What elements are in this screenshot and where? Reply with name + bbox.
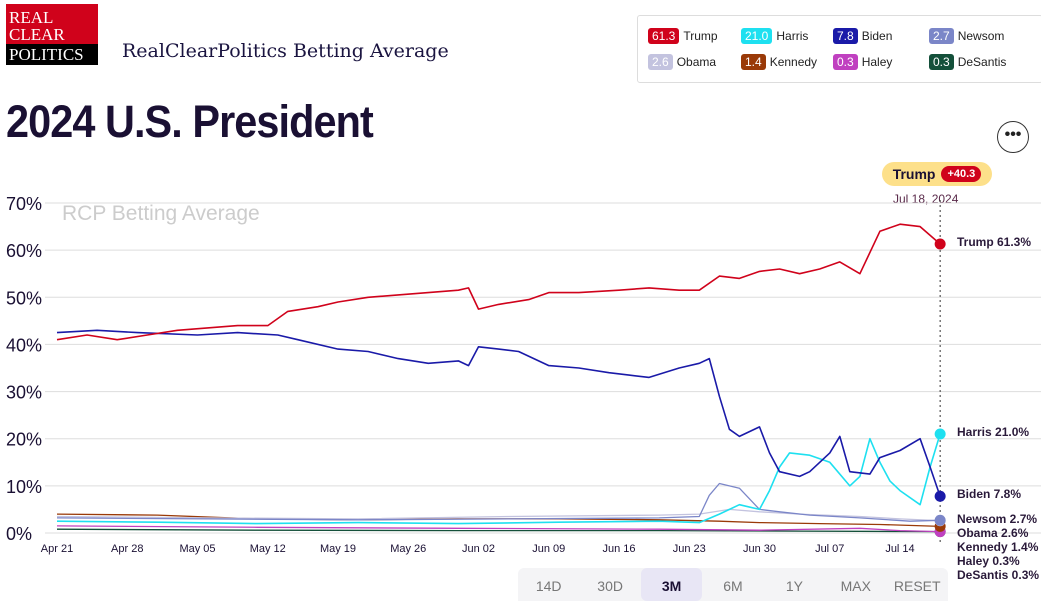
tooltip-leader: Trump +40.3: [882, 162, 992, 186]
series-line-harris: [56, 433, 941, 525]
end-label-desantis: DeSantis 0.3%: [957, 568, 1040, 582]
end-marker-trump: [934, 238, 946, 250]
x-tick-label: Jul 07: [815, 543, 844, 555]
legend-item-newsom[interactable]: 2.7 Newsom: [929, 28, 1004, 44]
end-label-newsom: Newsom 2.7%: [957, 512, 1038, 526]
legend-label: Newsom: [957, 29, 1005, 43]
y-tick-label: 40%: [6, 335, 42, 355]
x-tick-label: Jun 02: [462, 543, 495, 555]
end-label-biden: Biden 7.8%: [957, 487, 1022, 501]
y-tick-label: 30%: [6, 383, 42, 403]
range-button-max[interactable]: MAX: [840, 578, 871, 594]
series-line-newsom: [56, 482, 941, 522]
legend-value: 0.3: [929, 54, 954, 70]
logo-red-block: [6, 4, 98, 44]
legend-value: 0.3: [833, 54, 858, 70]
chart-watermark: RCP Betting Average: [62, 202, 260, 225]
end-marker-newsom: [934, 514, 946, 526]
legend-item-obama[interactable]: 2.6 Obama: [648, 54, 716, 70]
legend-value: 21.0: [741, 28, 773, 44]
y-tick-label: 50%: [6, 288, 42, 308]
tooltip-name: Trump: [892, 166, 936, 182]
page-title: 2024 U.S. President: [6, 96, 374, 147]
logo-text: POLITICS: [9, 45, 84, 64]
end-marker-harris: [934, 428, 946, 440]
x-tick-label: Apr 28: [111, 543, 143, 555]
logo-text: CLEAR: [9, 25, 65, 44]
series-line-obama: [56, 508, 941, 522]
x-tick-label: Jul 14: [885, 543, 914, 555]
legend-label: Obama: [676, 55, 717, 69]
end-label-obama: Obama 2.6%: [957, 526, 1029, 540]
range-button-14d[interactable]: 14D: [535, 578, 562, 594]
legend-item-harris[interactable]: 21.0 Harris: [741, 28, 808, 44]
legend-item-haley[interactable]: 0.3 Haley: [833, 54, 892, 70]
x-tick-label: May 19: [320, 543, 356, 555]
legend-label: Haley: [861, 55, 893, 69]
y-tick-label: 0%: [6, 524, 32, 544]
range-selector: 14D 30D 3M 6M 1Y MAX RESET: [518, 568, 948, 601]
legend-item-biden[interactable]: 7.8 Biden: [833, 28, 892, 44]
series-line-kennedy: [56, 513, 941, 528]
legend: 61.3 Trump 21.0 Harris 7.8 Biden 2.7 Newsom 2.6 O…: [637, 15, 1041, 83]
x-tick-label: Jun 16: [602, 543, 635, 555]
y-tick-label: 10%: [6, 477, 42, 497]
range-button-6m[interactable]: 6M: [723, 578, 743, 594]
rcp-logo[interactable]: REAL CLEAR POLITICS: [6, 4, 98, 65]
series-line-trump: [56, 223, 941, 341]
legend-label: DeSantis: [957, 55, 1007, 69]
logo-black-block: [6, 44, 98, 65]
range-button-reset[interactable]: RESET: [893, 578, 941, 594]
legend-value: 61.3: [648, 28, 680, 44]
more-options-button[interactable]: •••: [997, 121, 1029, 153]
range-button-30d[interactable]: 30D: [597, 578, 623, 594]
legend-label: Kennedy: [769, 55, 818, 69]
x-tick-label: May 12: [250, 543, 286, 555]
legend-label: Trump: [683, 29, 718, 43]
y-tick-label: 70%: [6, 194, 42, 214]
end-label-harris: Harris 21.0%: [957, 425, 1030, 439]
tooltip-spread: +40.3: [941, 166, 982, 182]
end-label-kennedy: Kennedy 1.4%: [957, 540, 1039, 554]
legend-value: 1.4: [741, 54, 766, 70]
legend-item-desantis[interactable]: 0.3 DeSantis: [929, 54, 1006, 70]
end-label-trump: Trump 61.3%: [957, 235, 1032, 249]
legend-label: Biden: [861, 29, 893, 43]
range-button-3m[interactable]: 3M: [640, 568, 703, 601]
legend-value: 2.7: [929, 28, 954, 44]
series-line-biden: [56, 329, 941, 497]
legend-value: 2.6: [648, 54, 673, 70]
legend-label: Harris: [776, 29, 809, 43]
x-tick-label: Jun 30: [743, 543, 776, 555]
y-tick-label: 20%: [6, 430, 42, 450]
series-line-desantis: [56, 528, 941, 533]
legend-value: 7.8: [833, 28, 858, 44]
range-button-1y[interactable]: 1Y: [785, 578, 803, 594]
x-tick-label: Apr 21: [41, 543, 73, 555]
x-tick-label: Jun 23: [673, 543, 706, 555]
brand-title: RealClearPolitics Betting Average: [122, 40, 449, 62]
legend-item-kennedy[interactable]: 1.4 Kennedy: [741, 54, 817, 70]
y-tick-label: 60%: [6, 241, 42, 261]
logo-text: REAL: [9, 8, 54, 27]
x-tick-label: May 26: [390, 543, 426, 555]
legend-item-trump[interactable]: 61.3 Trump: [648, 28, 718, 44]
x-tick-label: May 05: [179, 543, 215, 555]
end-label-haley: Haley 0.3%: [957, 554, 1020, 568]
series-line-haley: [56, 525, 941, 533]
end-marker-biden: [934, 490, 946, 502]
x-tick-label: Jun 09: [532, 543, 565, 555]
